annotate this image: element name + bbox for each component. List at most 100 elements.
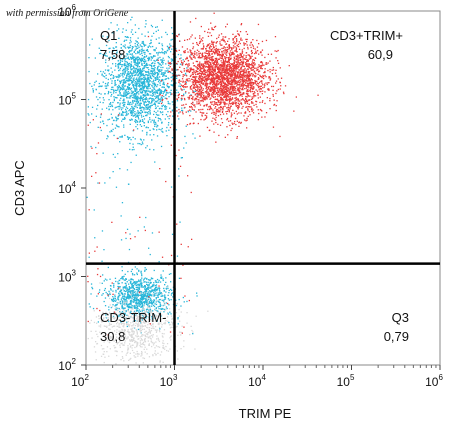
data-point	[220, 75, 222, 78]
data-point	[102, 54, 104, 56]
data-point	[220, 87, 222, 89]
data-point	[242, 77, 244, 79]
data-point	[245, 69, 247, 71]
data-point	[91, 286, 93, 289]
data-point	[150, 41, 152, 44]
data-point	[120, 97, 122, 99]
data-point	[141, 54, 143, 57]
data-point	[211, 95, 213, 97]
data-point	[179, 63, 182, 65]
data-point	[230, 81, 232, 83]
data-point	[121, 65, 123, 68]
data-point	[142, 74, 144, 76]
data-point	[230, 112, 233, 114]
data-point	[211, 68, 214, 71]
data-point	[284, 85, 287, 87]
data-point	[126, 76, 128, 78]
data-point	[129, 50, 131, 52]
data-point	[106, 135, 109, 137]
data-point	[252, 69, 254, 71]
data-point	[154, 107, 157, 110]
data-point	[190, 54, 192, 56]
data-point	[249, 90, 251, 92]
data-point	[176, 100, 179, 102]
data-point	[141, 42, 143, 44]
data-point	[146, 126, 148, 128]
data-point	[137, 79, 139, 81]
data-point	[98, 85, 100, 88]
data-point	[137, 290, 139, 292]
data-point	[206, 61, 208, 63]
data-point	[151, 119, 153, 121]
data-point	[164, 97, 166, 99]
data-point	[91, 85, 93, 87]
data-point	[212, 58, 214, 60]
data-point	[228, 99, 230, 101]
data-point	[261, 40, 264, 43]
data-point	[157, 84, 159, 86]
data-point	[214, 68, 216, 70]
data-point	[213, 82, 215, 84]
data-point	[240, 54, 242, 56]
data-point	[142, 59, 144, 62]
data-point	[247, 95, 250, 97]
data-point	[247, 77, 249, 79]
data-point	[188, 71, 190, 73]
data-point	[228, 104, 230, 106]
data-point	[208, 71, 210, 73]
data-point	[210, 69, 212, 71]
data-point	[166, 85, 169, 88]
data-point	[209, 79, 211, 81]
data-point	[87, 113, 89, 115]
data-point	[145, 288, 148, 290]
data-point	[238, 125, 240, 127]
data-point	[251, 66, 253, 69]
data-point	[161, 130, 163, 133]
data-point	[253, 59, 256, 62]
data-point	[234, 35, 236, 38]
data-point	[232, 79, 234, 82]
data-point	[246, 100, 249, 103]
data-point	[230, 74, 232, 76]
data-point	[117, 89, 119, 91]
data-point	[176, 75, 178, 77]
data-point	[205, 52, 207, 54]
data-point	[232, 123, 234, 125]
data-point	[137, 289, 140, 292]
data-point	[141, 77, 143, 79]
data-point	[224, 103, 226, 105]
data-point	[127, 22, 129, 24]
data-point	[116, 51, 118, 53]
data-point	[125, 90, 127, 92]
data-point	[141, 275, 143, 277]
data-point	[143, 76, 145, 79]
data-point	[124, 298, 126, 301]
data-point	[238, 48, 241, 50]
data-point	[204, 57, 206, 60]
data-point	[143, 107, 145, 109]
data-point	[145, 23, 147, 25]
data-point	[155, 47, 157, 49]
data-point	[127, 80, 129, 82]
data-point	[132, 286, 134, 288]
data-point	[129, 123, 131, 125]
data-point	[221, 79, 223, 81]
data-point	[226, 96, 228, 98]
data-point	[219, 111, 221, 113]
data-point	[116, 24, 118, 26]
data-point	[134, 59, 136, 61]
data-point	[175, 304, 178, 307]
data-point	[236, 62, 238, 64]
data-point	[254, 48, 256, 50]
data-point	[152, 98, 154, 100]
data-point	[158, 79, 160, 81]
data-point	[162, 73, 164, 76]
data-point	[136, 287, 139, 289]
data-point	[138, 52, 140, 54]
data-point	[271, 73, 274, 75]
data-point	[170, 92, 172, 94]
data-point	[248, 75, 250, 77]
data-point	[190, 67, 192, 69]
data-point	[197, 94, 199, 96]
data-point	[123, 57, 125, 59]
